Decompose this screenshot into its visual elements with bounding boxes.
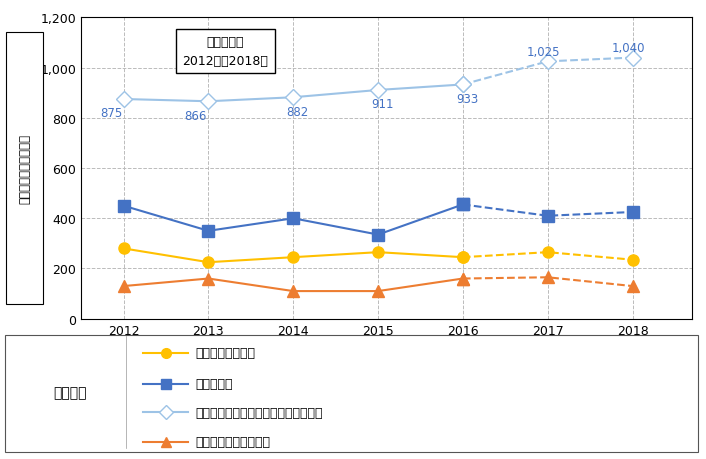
Text: 技術区分: 技術区分 — [53, 386, 87, 399]
Text: 875: 875 — [100, 107, 122, 120]
Text: チタン酸ジルコン酸鉛: チタン酸ジルコン酸鉛 — [196, 436, 270, 448]
Text: 933: 933 — [456, 93, 478, 106]
Text: 1,040: 1,040 — [611, 42, 645, 55]
Text: 窒化アルミニウム、酸化アルミニウム: 窒化アルミニウム、酸化アルミニウム — [196, 406, 323, 419]
Text: 882: 882 — [287, 105, 309, 118]
Text: 窒化ケイ素: 窒化ケイ素 — [196, 377, 233, 390]
Text: 優先権主張
2012年－2018年: 優先権主張 2012年－2018年 — [182, 36, 268, 68]
Text: 1,025: 1,025 — [527, 46, 560, 59]
X-axis label: 出願年（優先権主張年）: 出願年（優先権主張年） — [345, 342, 428, 355]
Text: ファミリー件数（件）: ファミリー件数（件） — [18, 134, 31, 204]
FancyBboxPatch shape — [5, 336, 698, 452]
FancyBboxPatch shape — [6, 34, 43, 304]
Text: チタン酸バリウム: チタン酸バリウム — [196, 346, 256, 359]
Text: 911: 911 — [371, 98, 393, 111]
Text: 866: 866 — [184, 109, 207, 122]
